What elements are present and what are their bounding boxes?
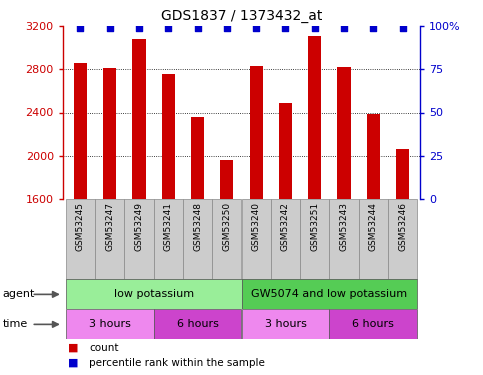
Text: GDS1837 / 1373432_at: GDS1837 / 1373432_at bbox=[161, 9, 322, 23]
Bar bbox=[191, 117, 204, 199]
Bar bbox=[154, 309, 242, 339]
Bar bbox=[308, 36, 321, 199]
Point bbox=[194, 26, 201, 32]
Point bbox=[340, 26, 348, 32]
Text: count: count bbox=[89, 343, 119, 352]
Bar bbox=[271, 199, 300, 279]
Bar bbox=[66, 279, 242, 309]
Bar bbox=[300, 199, 329, 279]
Point bbox=[76, 26, 84, 32]
Bar bbox=[329, 309, 417, 339]
Text: GW5074 and low potassium: GW5074 and low potassium bbox=[251, 290, 408, 299]
Text: 6 hours: 6 hours bbox=[353, 320, 394, 329]
Point bbox=[164, 26, 172, 32]
Text: GSM53245: GSM53245 bbox=[76, 202, 85, 251]
Bar bbox=[95, 199, 124, 279]
Bar bbox=[103, 68, 116, 199]
Bar bbox=[359, 199, 388, 279]
Bar bbox=[162, 74, 175, 199]
Text: GSM53244: GSM53244 bbox=[369, 202, 378, 251]
Text: 6 hours: 6 hours bbox=[177, 320, 218, 329]
Point bbox=[135, 26, 143, 32]
Point bbox=[106, 26, 114, 32]
Text: ■: ■ bbox=[68, 358, 78, 368]
Text: GSM53248: GSM53248 bbox=[193, 202, 202, 251]
Text: percentile rank within the sample: percentile rank within the sample bbox=[89, 358, 265, 368]
Point bbox=[311, 26, 319, 32]
Text: GSM53242: GSM53242 bbox=[281, 202, 290, 251]
Bar bbox=[279, 103, 292, 199]
Bar bbox=[388, 199, 417, 279]
Bar bbox=[367, 114, 380, 199]
Bar bbox=[396, 149, 409, 199]
Bar bbox=[74, 63, 87, 199]
Bar bbox=[220, 160, 233, 199]
Bar bbox=[338, 67, 351, 199]
Text: GSM53250: GSM53250 bbox=[222, 202, 231, 251]
Bar bbox=[250, 66, 263, 199]
Text: time: time bbox=[2, 320, 28, 329]
Bar bbox=[242, 309, 329, 339]
Point bbox=[282, 26, 289, 32]
Bar bbox=[329, 199, 359, 279]
Point bbox=[399, 26, 407, 32]
Text: GSM53251: GSM53251 bbox=[310, 202, 319, 251]
Bar bbox=[183, 199, 212, 279]
Point bbox=[252, 26, 260, 32]
Text: GSM53240: GSM53240 bbox=[252, 202, 261, 251]
Text: 3 hours: 3 hours bbox=[89, 320, 130, 329]
Bar bbox=[242, 279, 417, 309]
Bar bbox=[242, 199, 271, 279]
Point bbox=[223, 26, 231, 32]
Text: 3 hours: 3 hours bbox=[265, 320, 306, 329]
Bar bbox=[124, 199, 154, 279]
Text: GSM53243: GSM53243 bbox=[340, 202, 349, 251]
Point bbox=[369, 26, 377, 32]
Text: agent: agent bbox=[2, 290, 35, 299]
Bar bbox=[66, 199, 95, 279]
Text: low potassium: low potassium bbox=[114, 290, 194, 299]
Text: GSM53247: GSM53247 bbox=[105, 202, 114, 251]
Bar bbox=[154, 199, 183, 279]
Bar bbox=[66, 309, 154, 339]
Bar bbox=[212, 199, 242, 279]
Text: GSM53246: GSM53246 bbox=[398, 202, 407, 251]
Text: GSM53249: GSM53249 bbox=[134, 202, 143, 251]
Text: GSM53241: GSM53241 bbox=[164, 202, 173, 251]
Bar bbox=[132, 39, 145, 199]
Text: ■: ■ bbox=[68, 343, 78, 352]
